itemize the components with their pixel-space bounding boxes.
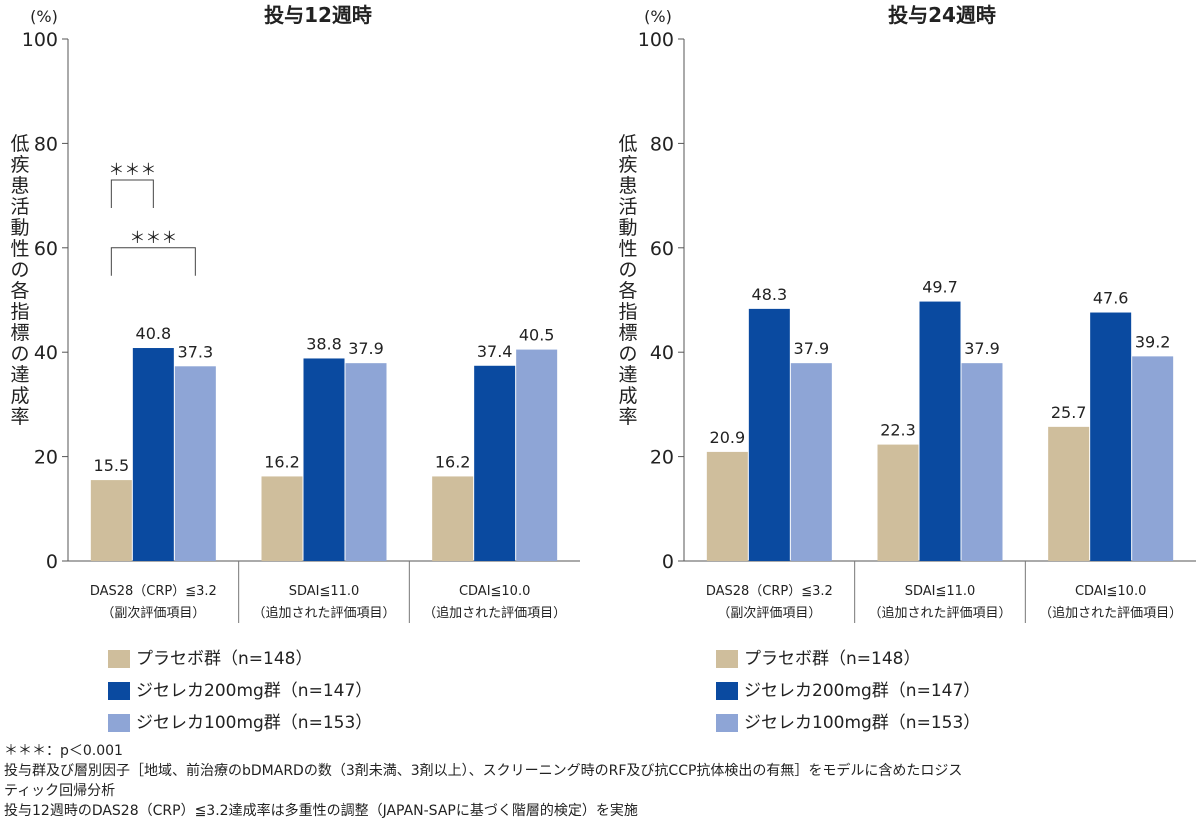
legend-item-200mg: ジセレカ200mg群（n=147） bbox=[716, 675, 980, 707]
legend-label-placebo: プラセボ群（n=148） bbox=[744, 649, 921, 669]
legend-swatch-200mg bbox=[108, 682, 130, 700]
legend-label-100mg: ジセレカ100mg群（n=153） bbox=[744, 713, 981, 733]
data-label: 16.2 bbox=[435, 452, 471, 471]
legend-label-placebo: プラセボ群（n=148） bbox=[136, 649, 313, 669]
x-category-sublabel: （副次評価項目） bbox=[717, 605, 821, 621]
x-category-sublabel: （追加された評価項目） bbox=[423, 605, 566, 621]
legend-swatch-placebo bbox=[108, 650, 130, 668]
significance-label: ＊＊＊ bbox=[129, 228, 177, 247]
bar bbox=[1090, 312, 1132, 561]
bar bbox=[261, 476, 303, 561]
y-tick-label: 80 bbox=[650, 133, 674, 155]
legend-item-placebo: プラセボ群（n=148） bbox=[716, 643, 980, 675]
legend-swatch-placebo bbox=[716, 650, 738, 668]
y-tick-label: 100 bbox=[638, 29, 674, 51]
footnote-multiplicity: 投与12週時のDAS28（CRP）≦3.2達成率は多重性の調整（JAPAN-SA… bbox=[4, 803, 638, 819]
legend-label-200mg: ジセレカ200mg群（n=147） bbox=[136, 681, 373, 701]
bar bbox=[961, 363, 1003, 561]
legend-label-200mg: ジセレカ200mg群（n=147） bbox=[744, 681, 981, 701]
x-category-sublabel: （追加された評価項目） bbox=[252, 605, 395, 621]
x-category-label: SDAI≦11.0 bbox=[905, 584, 976, 599]
y-unit-label: (%) bbox=[644, 7, 672, 26]
bar bbox=[790, 363, 832, 561]
bar bbox=[432, 476, 474, 561]
x-category-label: DAS28（CRP）≦3.2 bbox=[90, 584, 217, 599]
x-category-label: CDAI≦10.0 bbox=[1075, 584, 1146, 599]
bar bbox=[706, 451, 748, 561]
bar bbox=[345, 363, 387, 561]
bar bbox=[748, 308, 790, 561]
legend-item-100mg: ジセレカ100mg群（n=153） bbox=[108, 707, 372, 739]
data-label: 25.7 bbox=[1051, 403, 1087, 422]
y-tick-label: 100 bbox=[22, 29, 58, 51]
data-label: 37.9 bbox=[348, 339, 384, 358]
x-category-sublabel: （追加された評価項目） bbox=[868, 605, 1011, 621]
legend-swatch-100mg bbox=[108, 714, 130, 732]
significance-bracket bbox=[110, 179, 154, 208]
data-label: 15.5 bbox=[94, 456, 130, 475]
legend-item-placebo: プラセボ群（n=148） bbox=[108, 643, 372, 675]
y-tick-label: 80 bbox=[34, 133, 58, 155]
significance-bracket bbox=[110, 247, 196, 276]
y-unit-label: (%) bbox=[30, 7, 58, 26]
bar bbox=[90, 480, 132, 561]
y-tick-label: 0 bbox=[662, 551, 674, 573]
data-label: 37.9 bbox=[964, 339, 1000, 358]
y-tick-label: 40 bbox=[34, 342, 58, 364]
footnote-method-cont: ティック回帰分析 bbox=[4, 783, 116, 799]
footnotes: ＊＊＊：p＜0.001 投与群及び層別因子［地域、前治療のbDMARDの数（3剤… bbox=[4, 741, 1196, 821]
legend-right: プラセボ群（n=148） ジセレカ200mg群（n=147） ジセレカ100mg… bbox=[716, 643, 980, 739]
legend-left: プラセボ群（n=148） ジセレカ200mg群（n=147） ジセレカ100mg… bbox=[108, 643, 372, 739]
y-tick-label: 20 bbox=[34, 447, 58, 469]
data-label: 37.4 bbox=[477, 342, 513, 361]
bar bbox=[303, 358, 345, 561]
chart-title: 投与24週時 bbox=[888, 3, 996, 27]
x-category-label: SDAI≦11.0 bbox=[289, 584, 360, 599]
legend-swatch-100mg bbox=[716, 714, 738, 732]
data-label: 20.9 bbox=[710, 428, 746, 447]
bar bbox=[919, 301, 961, 561]
chart-panel-2: 投与24週時 (%) 0 20 40 60 80 100 低疾患活動性の各指標の達成率 20.9 4… bbox=[618, 3, 1196, 623]
chart-panel-1: 投与12週時 (%) 0 20 40 60 80 100 低疾患活動性の各指標の達成率 15.5 4… bbox=[10, 3, 580, 623]
data-label: 39.2 bbox=[1135, 332, 1171, 351]
data-label: 49.7 bbox=[922, 278, 958, 297]
footnote-significance: ＊＊＊：p＜0.001 bbox=[4, 743, 123, 759]
data-label: 40.5 bbox=[519, 326, 555, 345]
y-tick-label: 0 bbox=[46, 551, 58, 573]
data-label: 37.9 bbox=[794, 339, 830, 358]
bar bbox=[1048, 426, 1090, 561]
bar bbox=[516, 349, 558, 561]
data-label: 40.8 bbox=[136, 324, 172, 343]
legend-item-200mg: ジセレカ200mg群（n=147） bbox=[108, 675, 372, 707]
y-axis-label: 低疾患活動性の各指標の達成率 bbox=[618, 133, 637, 428]
legend-swatch-200mg bbox=[716, 682, 738, 700]
bar bbox=[1132, 356, 1174, 561]
bar bbox=[174, 366, 216, 561]
data-label: 22.3 bbox=[880, 421, 916, 440]
data-label: 37.3 bbox=[178, 342, 214, 361]
footnote-method: 投与群及び層別因子［地域、前治療のbDMARDの数（3剤未満、3剤以上）、スクリ… bbox=[4, 763, 963, 779]
y-tick-label: 60 bbox=[34, 238, 58, 260]
chart-canvas: 投与12週時 (%) 0 20 40 60 80 100 低疾患活動性の各指標の達成率 15.5 4… bbox=[10, 3, 1196, 623]
significance-label: ＊＊＊ bbox=[108, 160, 156, 179]
legend-label-100mg: ジセレカ100mg群（n=153） bbox=[136, 713, 373, 733]
x-category-sublabel: （追加された評価項目） bbox=[1039, 605, 1182, 621]
y-axis-label: 低疾患活動性の各指標の達成率 bbox=[10, 133, 29, 428]
x-category-label: DAS28（CRP）≦3.2 bbox=[706, 584, 833, 599]
x-category-label: CDAI≦10.0 bbox=[459, 584, 530, 599]
x-category-sublabel: （副次評価項目） bbox=[101, 605, 205, 621]
y-tick-label: 40 bbox=[650, 342, 674, 364]
legend-item-100mg: ジセレカ100mg群（n=153） bbox=[716, 707, 980, 739]
bar bbox=[877, 444, 919, 561]
y-tick-label: 60 bbox=[650, 238, 674, 260]
data-label: 38.8 bbox=[306, 334, 342, 353]
bar bbox=[474, 365, 516, 561]
chart-title: 投与12週時 bbox=[264, 3, 372, 27]
data-label: 16.2 bbox=[264, 452, 300, 471]
data-label: 48.3 bbox=[752, 285, 788, 304]
y-tick-label: 20 bbox=[650, 447, 674, 469]
data-label: 47.6 bbox=[1093, 289, 1129, 308]
bar bbox=[132, 348, 174, 561]
